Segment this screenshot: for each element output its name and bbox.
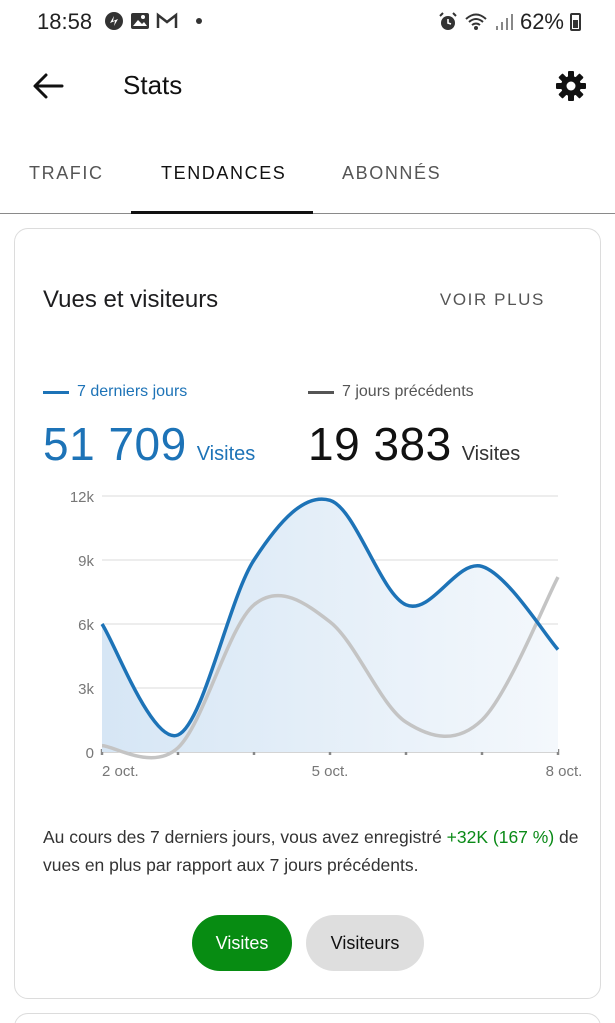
wifi-icon — [465, 13, 487, 30]
back-arrow-icon[interactable] — [28, 66, 68, 106]
visitors-toggle-button[interactable]: Visiteurs — [306, 915, 424, 971]
current-visits-stat: 51 709 Visites — [43, 417, 255, 471]
next-card — [14, 1013, 601, 1023]
app-notification-icon — [105, 12, 123, 30]
tab-bar: TRAFIC TENDANCES ABONNÉS — [0, 145, 615, 214]
page-title: Stats — [123, 70, 183, 100]
status-time: 18:58 — [37, 9, 93, 34]
battery-icon — [570, 13, 581, 31]
current-visits-value: 51 709 — [43, 418, 187, 470]
app-bar: Stats — [0, 50, 615, 120]
gmail-icon — [156, 12, 178, 28]
y-tick-label: 6k — [78, 617, 94, 634]
tab-trends[interactable]: TENDANCES — [161, 163, 287, 183]
legend-current-swatch — [43, 390, 69, 394]
visits-toggle-button[interactable]: Visites — [192, 915, 292, 971]
alarm-icon — [439, 12, 457, 30]
y-tick-label: 3k — [78, 681, 94, 698]
tab-subscribers[interactable]: ABONNÉS — [342, 163, 442, 183]
x-tick-label: 5 oct. — [312, 763, 349, 780]
card-title: Vues et visiteurs — [43, 286, 219, 313]
legend-previous: 7 jours précédents — [308, 383, 474, 401]
battery-percentage: 62% — [519, 9, 564, 34]
y-tick-label: 12k — [70, 489, 95, 506]
notification-icons — [104, 11, 202, 31]
summary-highlight: +32K (167 %) — [446, 827, 555, 847]
active-tab-indicator — [131, 211, 313, 214]
status-bar: 18:58 62% — [0, 0, 615, 44]
previous-visits-value: 19 383 — [308, 418, 452, 470]
y-tick-label: 9k — [78, 553, 94, 570]
current-series-area — [102, 499, 558, 752]
tab-traffic[interactable]: TRAFIC — [29, 163, 104, 183]
current-series-line — [100, 497, 560, 738]
previous-visits-stat: 19 383 Visites — [308, 417, 520, 471]
legend-previous-swatch — [308, 390, 334, 394]
visits-line-chart: 0 3k 6k 9k 12k 2 oct. 5 oct. 8 oct. — [70, 489, 583, 780]
gear-icon[interactable] — [551, 66, 591, 106]
legend-current: 7 derniers jours — [43, 383, 187, 401]
legend-previous-label: 7 jours précédents — [342, 383, 474, 400]
y-tick-label: 0 — [86, 745, 94, 762]
previous-series-line — [101, 576, 560, 760]
gallery-icon — [131, 13, 149, 29]
summary-text: Au cours des 7 derniers jours, vous avez… — [43, 823, 588, 879]
legend-current-label: 7 derniers jours — [77, 383, 188, 400]
current-visits-unit: Visites — [196, 443, 256, 465]
previous-visits-unit: Visites — [461, 443, 521, 465]
summary-pre: Au cours des 7 derniers jours, vous avez… — [43, 827, 447, 847]
more-notifications-dot — [196, 18, 202, 24]
summary-post: de vues en plus par rapport aux 7 jours … — [43, 827, 579, 875]
x-tick-label: 8 oct. — [546, 763, 583, 780]
x-tick-label: 2 oct. — [102, 763, 139, 780]
system-icons: 62% — [438, 9, 581, 35]
see-more-button[interactable]: VOIR PLUS — [439, 290, 545, 309]
signal-icon — [495, 14, 513, 30]
